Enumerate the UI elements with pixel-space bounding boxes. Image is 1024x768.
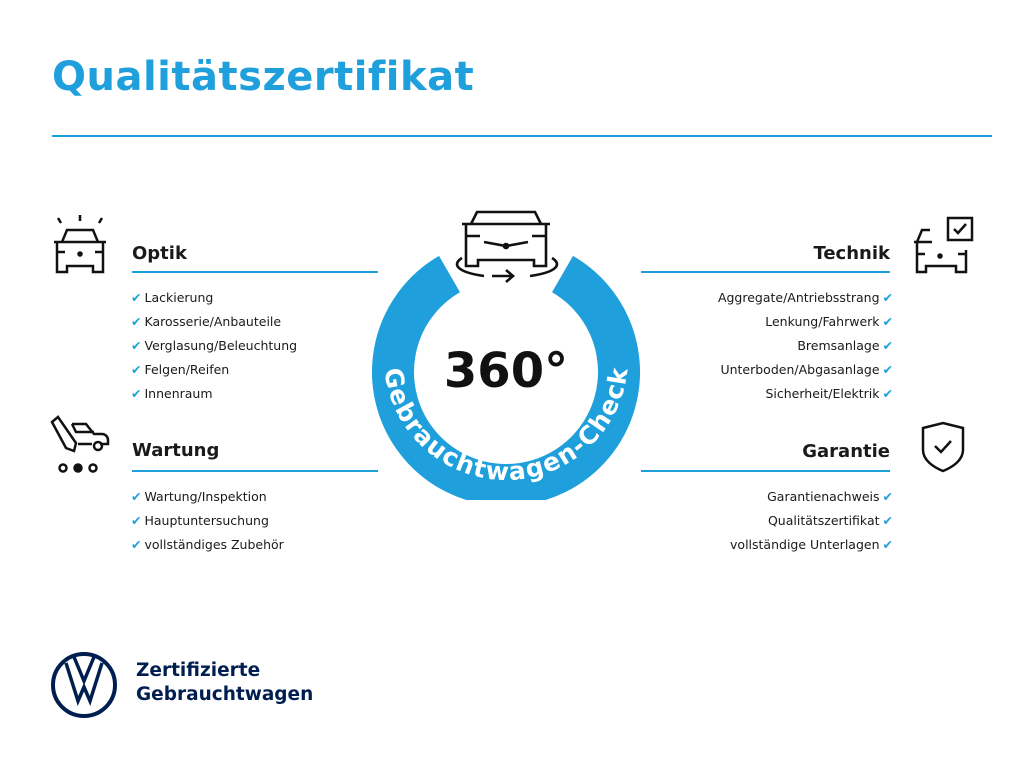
brand-line-1: Zertifizierte [136,660,261,681]
check-icon: ✔ [131,489,142,504]
item-text: Felgen/Reifen [144,362,230,377]
car-lights-icon [54,215,106,274]
item-text: Karosserie/Anbauteile [144,314,282,329]
badge-value: 360° [444,343,568,399]
list-item: Bremsanlage ✔ [718,334,896,358]
check-icon: ✔ [882,314,893,329]
item-text: Aggregate/Antriebsstrang [717,290,880,305]
list-item: ✔ Felgen/Reifen [128,358,297,382]
page-title: Qualitätszertifikat [52,54,475,100]
check-icon: ✔ [131,314,142,329]
list-technik: Aggregate/Antriebsstrang ✔ Lenkung/Fahrwe… [718,286,896,406]
item-text: vollständige Unterlagen [730,537,880,552]
item-text: Bremsanlage [797,338,880,353]
check-icon: ✔ [882,513,893,528]
car-checkbox-icon [914,216,974,274]
section-heading-wartung: Wartung [132,440,220,461]
check-icon: ✔ [131,513,142,528]
check-icon: ✔ [882,290,893,305]
list-item: ✔ Hauptuntersuchung [128,509,284,533]
360-check-badge: 360° Gebrauchtwagen-Check [372,210,640,500]
item-text: Hauptuntersuchung [144,513,269,528]
divider [132,271,378,273]
divider [132,470,378,472]
item-text: vollständiges Zubehör [144,537,284,552]
list-optik: ✔ Lackierung ✔ Karosserie/Anbauteile ✔ Verg… [128,286,297,406]
title-divider [52,135,992,137]
check-icon: ✔ [131,338,142,353]
divider [641,470,890,472]
section-heading-garantie: Garantie [802,441,890,462]
list-item: ✔ Lackierung [128,286,297,310]
check-icon: ✔ [131,537,142,552]
check-icon: ✔ [882,362,893,377]
list-garantie: Garantienachweis ✔ Qualitätszertifikat ✔ v… [730,485,896,557]
brand-line-2: Gebrauchtwagen [136,684,314,705]
check-icon: ✔ [882,489,893,504]
shield-check-icon [921,421,965,473]
check-icon: ✔ [882,386,893,401]
list-item: Unterboden/Abgasanlage ✔ [718,358,896,382]
item-text: Verglasung/Beleuchtung [144,338,298,353]
list-item: vollständige Unterlagen ✔ [730,533,896,557]
ring [372,255,640,500]
rotating-car-icon [455,210,559,283]
list-item: ✔ vollständiges Zubehör [128,533,284,557]
service-car-icon [50,415,110,473]
section-heading-optik: Optik [132,243,187,264]
check-icon: ✔ [882,338,893,353]
list-item: Sicherheit/Elektrik ✔ [718,382,896,406]
check-icon: ✔ [131,362,142,377]
item-text: Unterboden/Abgasanlage [720,362,880,377]
list-item: Aggregate/Antriebsstrang ✔ [718,286,896,310]
item-text: Garantienachweis [767,489,880,504]
divider [641,271,890,273]
list-item: ✔ Karosserie/Anbauteile [128,310,297,334]
item-text: Wartung/Inspektion [144,489,267,504]
item-text: Sicherheit/Elektrik [765,386,880,401]
check-icon: ✔ [882,537,893,552]
list-item: Lenkung/Fahrwerk ✔ [718,310,896,334]
item-text: Lenkung/Fahrwerk [765,314,880,329]
check-icon: ✔ [131,386,142,401]
item-text: Lackierung [144,290,214,305]
list-item: ✔ Innenraum [128,382,297,406]
item-text: Qualitätszertifikat [767,513,880,528]
list-item: Garantienachweis ✔ [730,485,896,509]
vw-logo [51,652,117,718]
list-item: ✔ Wartung/Inspektion [128,485,284,509]
section-heading-technik: Technik [813,243,890,264]
list-wartung: ✔ Wartung/Inspektion ✔ Hauptuntersuchung ✔… [128,485,284,557]
list-item: Qualitätszertifikat ✔ [730,509,896,533]
item-text: Innenraum [144,386,213,401]
check-icon: ✔ [131,290,142,305]
brand-text: Zertifizierte Gebrauchtwagen [136,659,313,707]
list-item: ✔ Verglasung/Beleuchtung [128,334,297,358]
